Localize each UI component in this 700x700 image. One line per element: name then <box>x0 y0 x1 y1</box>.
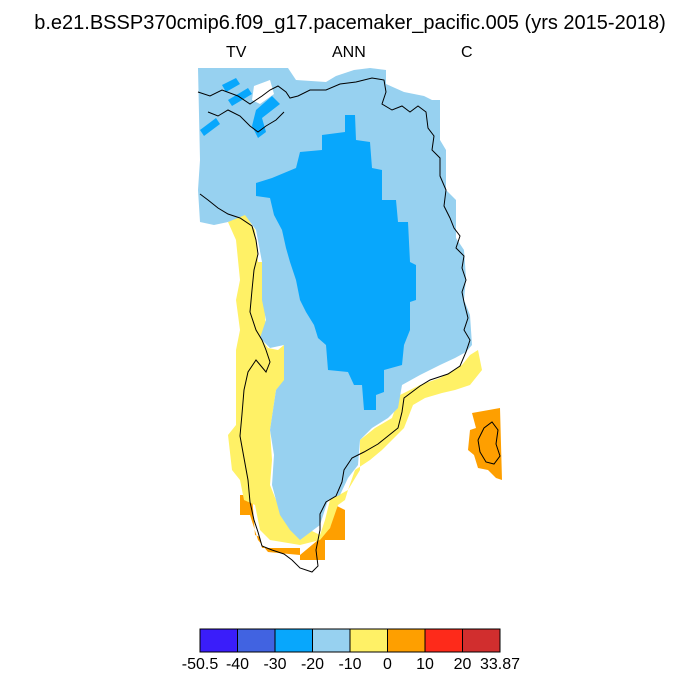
band-orange-south <box>240 495 345 560</box>
greenland-map <box>197 68 502 573</box>
nw-coast-detail <box>207 109 285 133</box>
band-orange-east <box>468 408 502 480</box>
island-coastline <box>477 421 501 465</box>
colorbar-tick-label: 0 <box>383 656 392 673</box>
colorbar-tick-label: -30 <box>263 656 286 673</box>
nw-blue-strip-4 <box>252 96 280 138</box>
colorbar-swatch <box>462 628 501 653</box>
colorbar-swatch <box>387 628 426 653</box>
coastline <box>197 77 471 573</box>
nw-white-gap <box>252 80 274 104</box>
colorbar-tick-label: 33.87 <box>480 656 520 673</box>
colorbar-tick-label: -40 <box>226 656 249 673</box>
nw-blue-strip-1 <box>222 78 240 92</box>
colorbar-swatch <box>274 628 313 653</box>
nw-blue-strip-3 <box>200 118 220 136</box>
colorbar-tick-label: -10 <box>338 656 361 673</box>
units-label: C <box>461 44 473 61</box>
colorbar-swatch <box>237 628 276 653</box>
colorbar-swatch <box>424 628 463 653</box>
period-label: ANN <box>332 44 366 61</box>
map-title: b.e21.BSSP370cmip6.f09_g17.pacemaker_pac… <box>34 12 666 34</box>
band-blue-core <box>256 115 416 410</box>
colorbar-tick-label: -20 <box>301 656 324 673</box>
colorbar-tick-label: 20 <box>454 656 472 673</box>
variable-label: TV <box>226 44 247 61</box>
band-yellow <box>228 214 482 545</box>
colorbar-tick-label: 10 <box>416 656 434 673</box>
colorbar-swatch <box>199 628 238 653</box>
colorbar-swatch <box>349 628 388 653</box>
colorbar-tick-label: -50.5 <box>182 656 219 673</box>
colorbar-swatch <box>312 628 351 653</box>
